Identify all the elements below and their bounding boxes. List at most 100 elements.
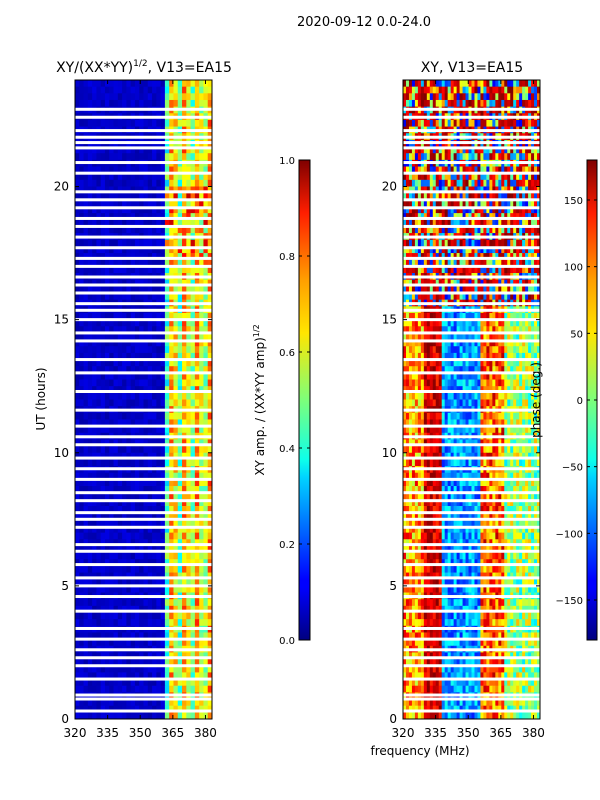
heatmap-cell xyxy=(501,219,505,227)
heatmap-cell xyxy=(465,186,469,194)
heatmap-cell xyxy=(450,199,455,207)
heatmap-cell xyxy=(182,193,187,201)
heatmap-cell xyxy=(117,439,123,447)
heatmap-cell xyxy=(453,219,458,227)
heatmap-cell xyxy=(190,246,196,254)
heatmap-cell xyxy=(92,339,97,347)
heatmap-cell xyxy=(109,372,114,380)
heatmap-cell xyxy=(177,226,183,234)
heatmap-cell xyxy=(134,153,140,161)
heatmap-cell xyxy=(164,585,170,593)
heatmap-cell xyxy=(134,679,140,687)
heatmap-cell xyxy=(79,599,84,607)
heatmap-cell xyxy=(143,532,149,540)
heatmap-cell xyxy=(130,386,136,394)
heatmap-cell xyxy=(498,332,502,340)
heatmap-cell xyxy=(194,319,200,327)
heatmap-cell xyxy=(134,486,140,494)
heatmap-cell xyxy=(117,213,123,221)
heatmap-cell xyxy=(194,326,200,334)
heatmap-cell xyxy=(147,652,153,660)
heatmap-cell xyxy=(414,339,419,347)
heatmap-cell xyxy=(471,166,475,174)
heatmap-cell xyxy=(113,246,119,254)
heatmap-cell xyxy=(408,80,413,88)
heatmap-cell xyxy=(134,399,140,407)
heatmap-cell xyxy=(531,186,535,194)
heatmap-cell xyxy=(113,186,119,194)
heatmap-cell xyxy=(130,226,136,234)
heatmap-cell xyxy=(199,246,204,254)
heatmap-cell xyxy=(516,119,520,127)
flagged-gap-line xyxy=(75,656,212,660)
heatmap-cell xyxy=(173,585,179,593)
heatmap-cell xyxy=(486,279,490,287)
heatmap-cell xyxy=(83,545,89,553)
heatmap-cell xyxy=(113,153,119,161)
heatmap-cell xyxy=(513,119,517,127)
heatmap-cell xyxy=(471,279,475,287)
heatmap-cell xyxy=(429,199,434,207)
heatmap-cell xyxy=(435,99,440,108)
heatmap-cell xyxy=(96,552,102,560)
heatmap-cell xyxy=(519,86,523,94)
heatmap-cell xyxy=(156,439,162,447)
heatmap-cell xyxy=(414,293,419,301)
heatmap-cell xyxy=(411,266,416,274)
heatmap-cell xyxy=(100,579,106,587)
heatmap-cell xyxy=(182,452,187,460)
heatmap-cell xyxy=(190,672,196,680)
heatmap-cell xyxy=(403,319,407,327)
heatmap-cell xyxy=(480,332,484,340)
heatmap-cell xyxy=(160,173,166,181)
heatmap-cell xyxy=(143,326,149,334)
heatmap-cell xyxy=(441,312,446,321)
heatmap-cell xyxy=(531,246,535,254)
heatmap-cell xyxy=(501,319,505,327)
colorbar-tick-label: 0.0 xyxy=(279,636,295,647)
heatmap-cell xyxy=(134,705,140,713)
heatmap-cell xyxy=(117,80,123,88)
heatmap-cell xyxy=(405,319,410,327)
heatmap-cell xyxy=(139,239,144,247)
heatmap-cell xyxy=(75,639,80,647)
heatmap-cell xyxy=(164,472,170,480)
heatmap-cell xyxy=(403,226,407,234)
heatmap-cell xyxy=(83,552,89,560)
heatmap-cell xyxy=(203,585,209,593)
heatmap-cell xyxy=(104,166,110,174)
heatmap-cell xyxy=(147,219,153,227)
flagged-gap-line xyxy=(75,275,212,279)
heatmap-cell xyxy=(169,519,174,527)
heatmap-cell xyxy=(83,206,89,214)
heatmap-cell xyxy=(453,179,458,187)
heatmap-cell xyxy=(411,119,416,127)
heatmap-cell xyxy=(474,193,478,201)
heatmap-cell xyxy=(169,173,174,181)
heatmap-cell xyxy=(160,446,166,454)
heatmap-cell xyxy=(199,372,204,380)
heatmap-cell xyxy=(92,399,97,407)
heatmap-cell xyxy=(164,619,170,627)
heatmap-cell xyxy=(143,579,149,587)
heatmap-cell xyxy=(441,179,446,187)
heatmap-cell xyxy=(199,685,204,693)
heatmap-cell xyxy=(143,619,149,627)
heatmap-cell xyxy=(160,199,166,207)
heatmap-cell xyxy=(516,99,520,108)
heatmap-cell xyxy=(109,532,114,540)
heatmap-cell xyxy=(113,239,119,247)
heatmap-cell xyxy=(194,532,200,540)
heatmap-cell xyxy=(177,352,183,360)
heatmap-cell xyxy=(199,672,204,680)
heatmap-cell xyxy=(199,579,204,587)
heatmap-cell xyxy=(194,119,200,127)
heatmap-cell xyxy=(438,199,443,207)
heatmap-cell xyxy=(143,119,149,127)
heatmap-cell xyxy=(177,559,183,567)
heatmap-cell xyxy=(87,199,93,207)
heatmap-cell xyxy=(465,179,469,187)
heatmap-cell xyxy=(87,705,93,713)
heatmap-cell xyxy=(134,253,140,261)
heatmap-cell xyxy=(207,173,213,181)
